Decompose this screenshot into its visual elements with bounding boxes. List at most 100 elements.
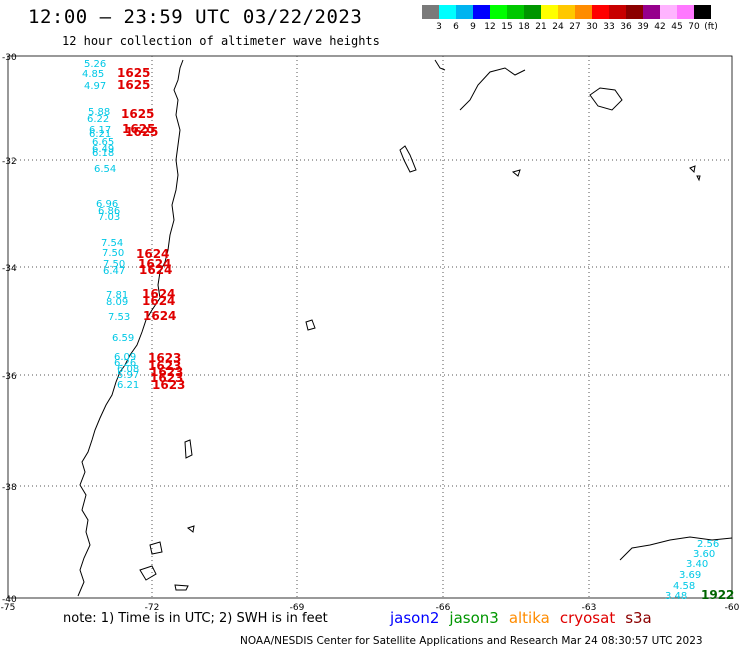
wave-height-value: 6.47 xyxy=(103,266,125,277)
color-swatch xyxy=(626,5,643,19)
color-swatch xyxy=(541,5,558,19)
island-outline xyxy=(511,169,521,177)
wave-height-value: 7.81 xyxy=(106,290,128,301)
island-outline xyxy=(174,584,189,591)
wave-height-color-scale xyxy=(422,5,711,19)
observation-time: 1625 xyxy=(117,78,150,92)
wave-height-value: 6.59 xyxy=(112,333,134,344)
island-outline xyxy=(184,439,193,459)
wave-height-value: 6.65 xyxy=(92,137,114,148)
color-swatch xyxy=(422,5,439,19)
island-outline xyxy=(139,565,157,581)
longitude-label: -60 xyxy=(725,603,740,613)
satellite-legend: jason2 jason3 altika cryosat s3a xyxy=(390,609,662,627)
color-swatch xyxy=(456,5,473,19)
footer-credit: NOAA/NESDIS Center for Satellite Applica… xyxy=(240,635,703,647)
wave-height-value: 3.40 xyxy=(686,559,708,570)
color-scale-label: 21 xyxy=(535,22,547,32)
observation-time: 1922 xyxy=(701,588,734,602)
longitude-label: -66 xyxy=(436,603,451,613)
wave-height-value: 7.03 xyxy=(98,212,120,223)
color-swatch xyxy=(677,5,694,19)
color-scale-label: 3 xyxy=(436,22,442,32)
wave-height-value: 6.96 xyxy=(96,199,118,210)
observation-time: 1625 xyxy=(117,66,150,80)
wave-height-value: 6.17 xyxy=(89,125,111,136)
argentina-coastline xyxy=(619,536,733,561)
color-scale-label: 6 xyxy=(453,22,459,32)
map-title: 12:00 – 23:59 UTC 03/22/2023 xyxy=(28,6,363,28)
observation-time: 1625 xyxy=(122,122,155,136)
wave-height-value: 6.26 xyxy=(114,358,136,369)
color-swatch xyxy=(524,5,541,19)
satellite-legend-item: jason2 xyxy=(390,609,440,627)
latitude-label: -32 xyxy=(2,157,17,167)
wave-height-value: 3.48 xyxy=(665,591,687,602)
wave-height-value: 8.09 xyxy=(106,297,128,308)
wave-height-value: 6.21 xyxy=(89,129,111,140)
observation-time: 1624 xyxy=(142,287,175,301)
wave-height-value: 6.49 xyxy=(92,144,114,155)
color-scale-label: 27 xyxy=(569,22,581,32)
wave-height-value: 3.60 xyxy=(693,549,715,560)
longitude-label: -72 xyxy=(145,603,160,613)
wave-height-value: 6.54 xyxy=(94,164,116,175)
color-swatch xyxy=(558,5,575,19)
color-scale-label: 12 xyxy=(484,22,496,32)
satellite-legend-item: altika xyxy=(508,609,550,627)
wave-height-value: 5.88 xyxy=(88,107,110,118)
island-outline xyxy=(399,145,417,173)
wave-height-value: 5.97 xyxy=(117,370,139,381)
color-swatch xyxy=(575,5,592,19)
color-swatch xyxy=(473,5,490,19)
observation-time: 1624 xyxy=(138,257,171,271)
satellite-legend-item: s3a xyxy=(625,609,652,627)
color-swatch xyxy=(592,5,609,19)
color-scale-label: (ft) xyxy=(704,22,718,32)
wave-height-value: 7.50 xyxy=(103,259,125,270)
color-swatch xyxy=(660,5,677,19)
color-scale-label: 33 xyxy=(603,22,615,32)
map-frame xyxy=(7,55,733,599)
color-scale-label: 9 xyxy=(470,22,476,32)
color-scale-label: 45 xyxy=(671,22,683,32)
observation-time: 1623 xyxy=(150,371,183,385)
units-note: note: 1) Time is in UTC; 2) SWH is in fe… xyxy=(63,611,328,626)
latitude-label: -30 xyxy=(2,53,17,63)
chile-coastline xyxy=(77,59,184,597)
color-swatch xyxy=(609,5,626,19)
color-scale-label: 24 xyxy=(552,22,564,32)
color-swatch xyxy=(694,5,711,19)
island-outline xyxy=(589,87,623,111)
wave-height-value: 6.08 xyxy=(117,364,139,375)
wave-height-value: 6.21 xyxy=(117,380,139,391)
observation-time: 1623 xyxy=(148,359,181,373)
longitude-label: -75 xyxy=(1,603,16,613)
observation-time: 1625 xyxy=(121,107,154,121)
wave-height-value: 6.22 xyxy=(87,114,109,125)
wave-height-value: 7.53 xyxy=(108,312,130,323)
observation-time: 1623 xyxy=(150,365,183,379)
longitude-label: -69 xyxy=(290,603,305,613)
island-outline xyxy=(186,525,195,533)
uruguay-coastline xyxy=(459,67,526,111)
color-scale-label: 39 xyxy=(637,22,649,32)
wave-height-value: 4.97 xyxy=(84,81,106,92)
wave-height-value: 3.69 xyxy=(679,570,701,581)
satellite-legend-item: jason3 xyxy=(449,609,499,627)
color-scale-label: 36 xyxy=(620,22,632,32)
color-swatch xyxy=(439,5,456,19)
observation-time: 1624 xyxy=(142,294,175,308)
observation-time: 1623 xyxy=(148,351,181,365)
observation-time: 1624 xyxy=(139,263,172,277)
color-swatch xyxy=(507,5,524,19)
wave-height-value: 5.26 xyxy=(84,59,106,70)
color-scale-label: 30 xyxy=(586,22,598,32)
color-scale-label: 15 xyxy=(501,22,513,32)
observation-time: 1624 xyxy=(136,247,169,261)
latitude-label: -38 xyxy=(2,483,17,493)
satellite-legend-item: cryosat xyxy=(559,609,616,627)
coast-fragment xyxy=(434,59,446,71)
island-outline xyxy=(689,165,696,174)
